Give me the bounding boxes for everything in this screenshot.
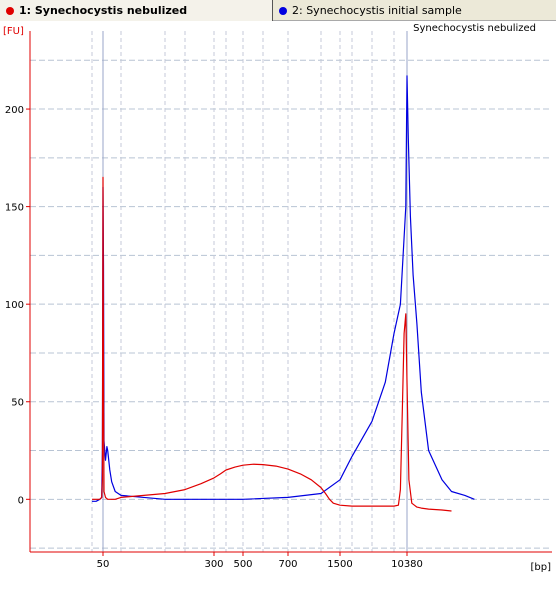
sample-tab-bar: 1: Synechocystis nebulized 2: Synechocys… — [0, 0, 556, 21]
tab-sample-1[interactable]: 1: Synechocystis nebulized — [0, 0, 272, 21]
x-tick-label: 1500 — [327, 559, 352, 570]
red-dot-icon — [6, 6, 14, 15]
x-tick-label: 700 — [278, 559, 297, 570]
chart-title: Synechocystis nebulized — [413, 23, 536, 34]
x-tick-label: 50 — [97, 559, 110, 570]
y-tick-label: 100 — [5, 300, 24, 311]
blue-dot-icon — [279, 6, 287, 15]
tab-sample-1-label: 1: Synechocystis nebulized — [19, 4, 188, 17]
y-tick-label: 150 — [5, 203, 24, 214]
y-tick-label: 200 — [5, 105, 24, 116]
y-tick-label: 50 — [11, 398, 24, 409]
x-tick-label: 300 — [204, 559, 223, 570]
chart-svg: 0 50 100 150 200 50 300 500 700 1500 10380 [FU] [bp]… — [3, 23, 552, 573]
electropherogram-chart: 0 50 100 150 200 50 300 500 700 1500 10380 [FU] [bp]… — [0, 21, 556, 586]
tab-sample-2[interactable]: 2: Synechocystis initial sample — [272, 0, 556, 21]
y-axis-label: [FU] — [3, 26, 24, 37]
x-tick-label: 10380 — [391, 559, 423, 570]
plot-background — [30, 31, 552, 552]
y-tick-label: 0 — [18, 495, 24, 506]
x-axis-label: [bp] — [531, 562, 552, 573]
x-tick-label: 500 — [233, 559, 252, 570]
series-line-nebulized — [92, 176, 452, 512]
tab-sample-2-label: 2: Synechocystis initial sample — [292, 4, 462, 17]
